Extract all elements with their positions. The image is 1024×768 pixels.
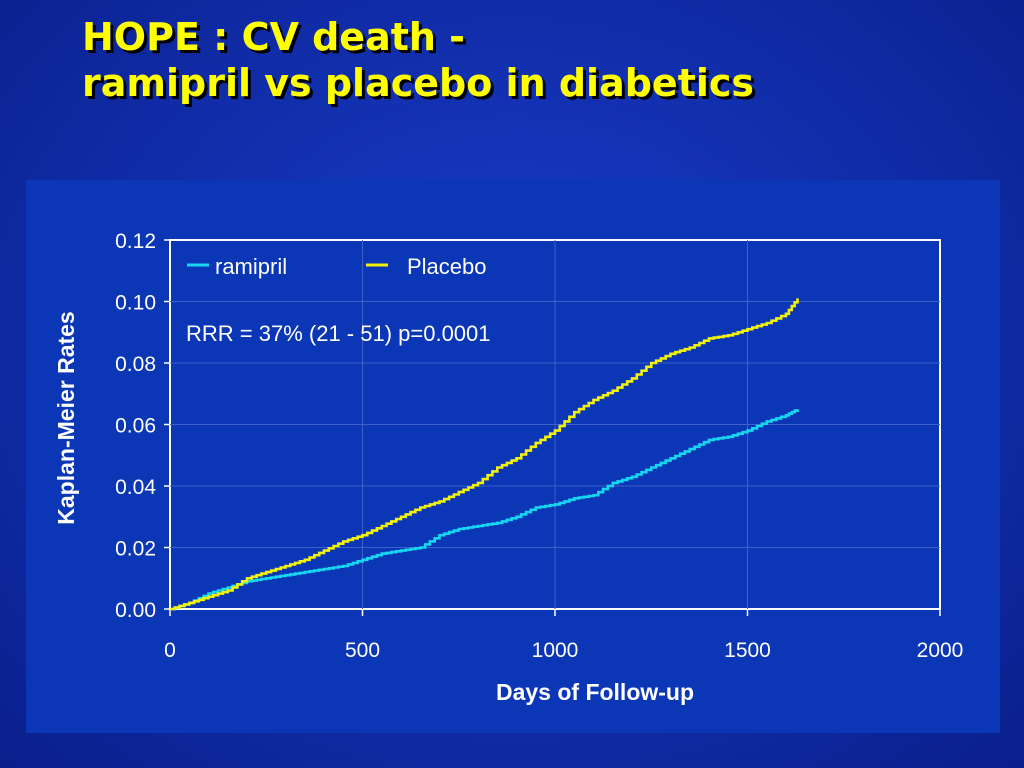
slide-title-line-2: ramipril vs placebo in diabetics: [82, 61, 755, 105]
series-line-ramipril: [170, 409, 799, 611]
series-layer: [170, 298, 799, 611]
rrr-annotation: RRR = 37% (21 - 51) p=0.0001: [186, 321, 491, 346]
x-tick-label: 2000: [917, 639, 964, 662]
x-tick-label: 1000: [532, 639, 579, 662]
y-tick-label: 0.00: [115, 599, 156, 622]
y-tick-label: 0.06: [115, 415, 156, 438]
x-axis-label: Days of Follow-up: [496, 679, 694, 705]
x-tick-label: 0: [164, 639, 176, 662]
y-axis-label: Kaplan-Meier Rates: [53, 311, 79, 524]
gridlines: [170, 240, 940, 609]
slide-title-line-1: HOPE : CV death -: [82, 15, 465, 59]
y-axis: 0.00 0.02 0.04 0.06 0.08 0.10 0.12: [115, 230, 170, 622]
x-axis: 0 500 1000 1500 2000: [164, 609, 963, 662]
y-tick-label: 0.04: [115, 476, 156, 499]
legend: ramipril Placebo: [187, 254, 487, 279]
y-tick-label: 0.08: [115, 353, 156, 376]
x-tick-label: 1500: [724, 639, 771, 662]
y-tick-label: 0.02: [115, 538, 156, 561]
slide-title: HOPE : CV death - ramipril vs placebo in…: [82, 14, 754, 106]
legend-label-ramipril: ramipril: [215, 254, 287, 279]
y-tick-label: 0.12: [115, 230, 156, 253]
y-tick-label: 0.10: [115, 292, 156, 315]
x-tick-label: 500: [345, 639, 380, 662]
series-line-placebo: [170, 298, 799, 611]
legend-label-placebo: Placebo: [407, 254, 487, 279]
